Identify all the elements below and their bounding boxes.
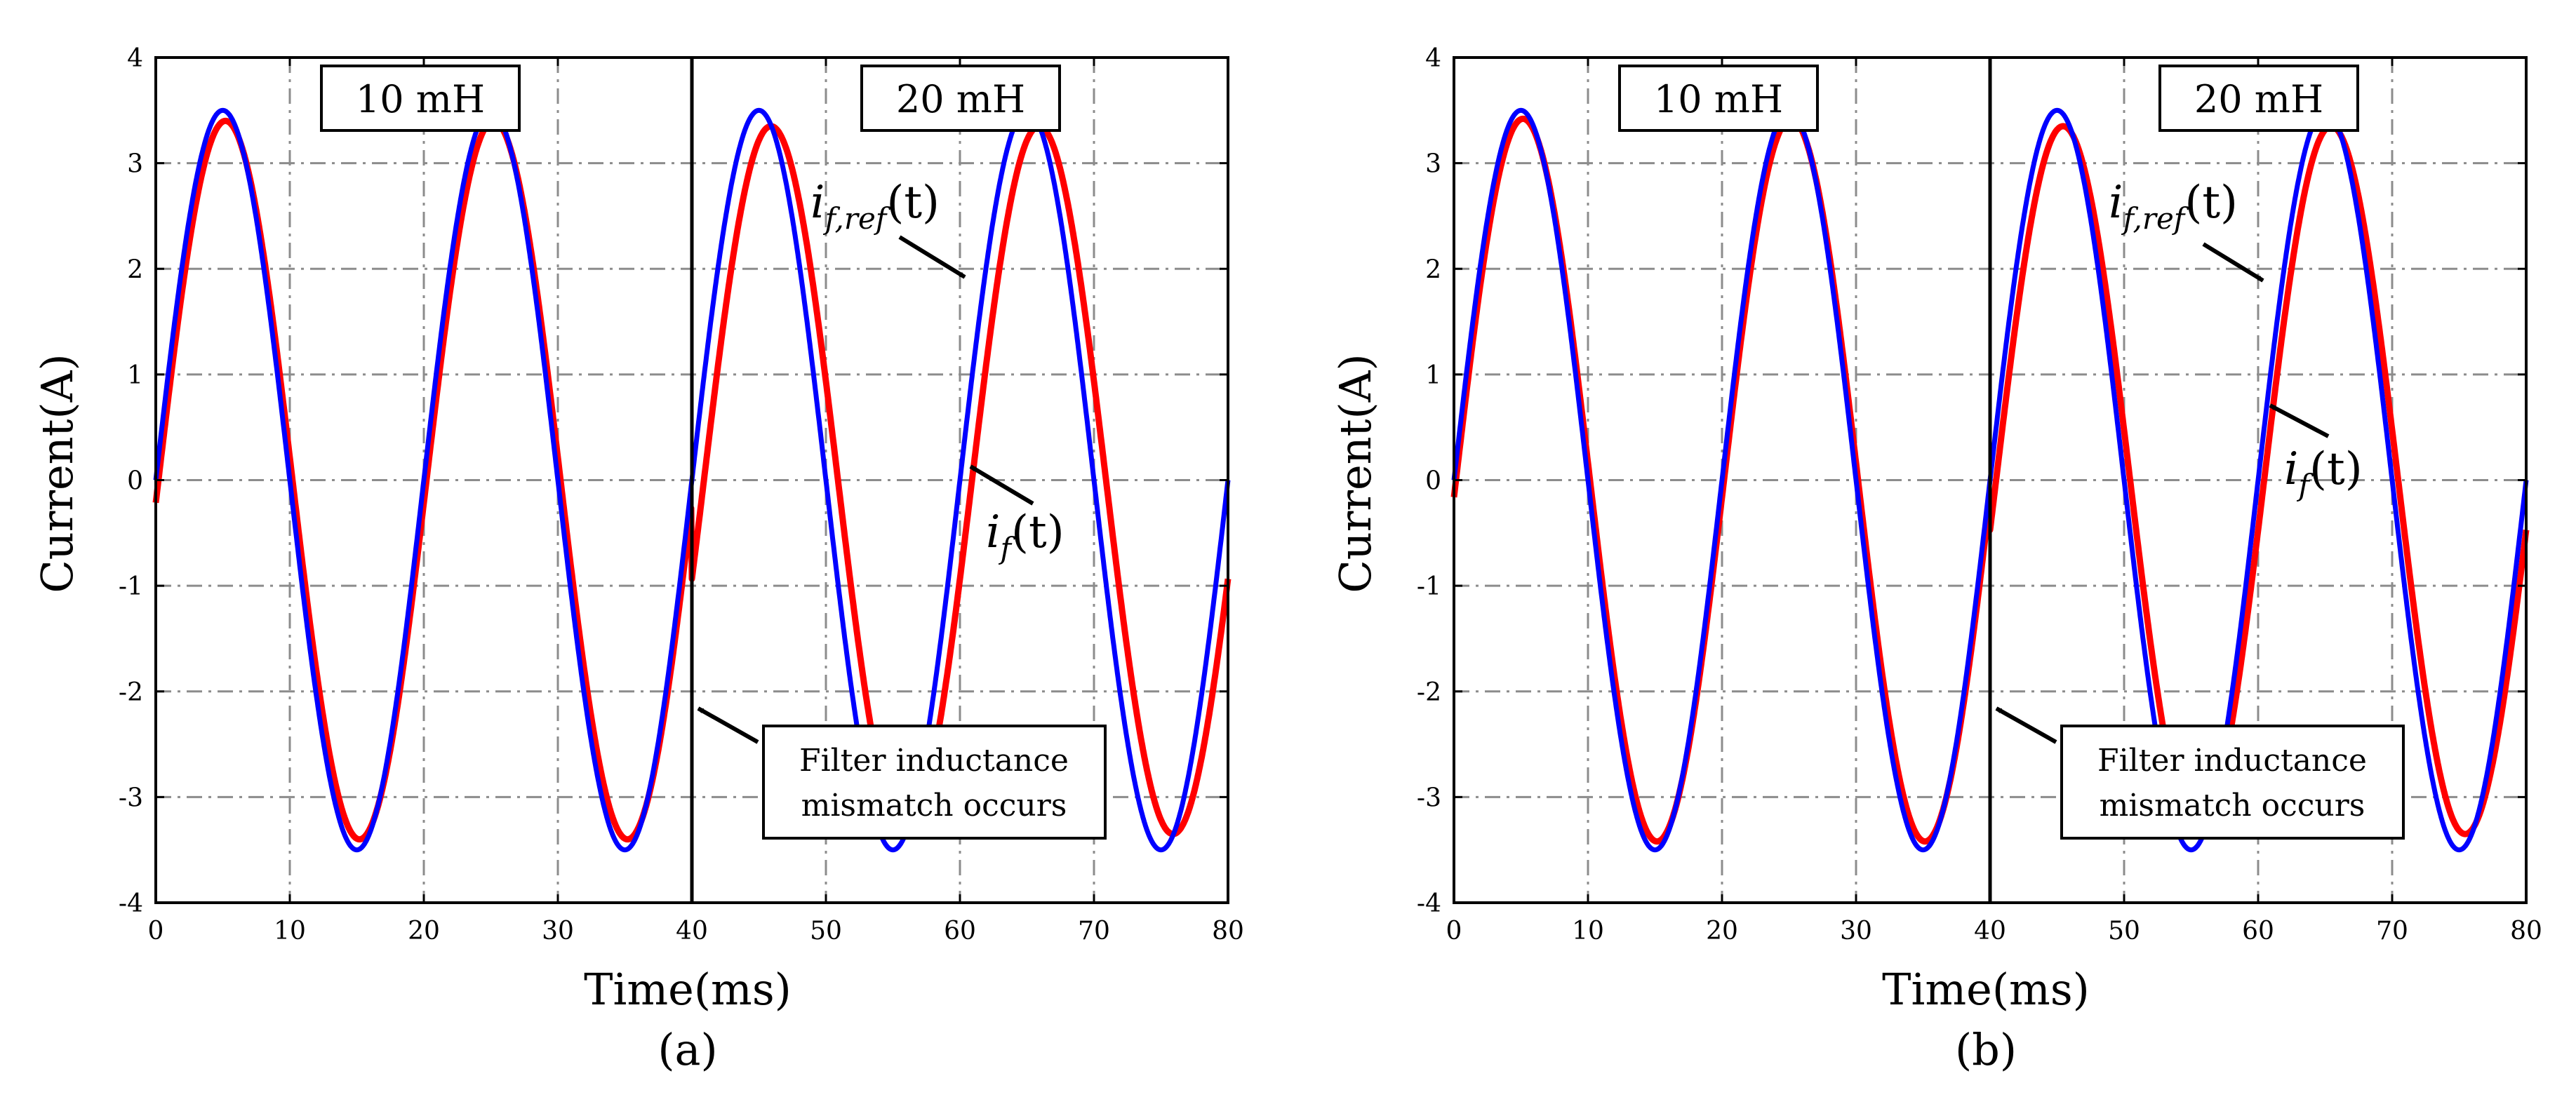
ref-label-sub-b: f,ref <box>2121 201 2189 236</box>
chart-panel-b: -4 -3 -2 -1 0 1 2 3 4 0 10 20 30 40 50 60 70 80 Time(ms)… <box>1330 44 2542 1075</box>
event-note-line2-a: mismatch occurs <box>801 788 1067 823</box>
event-note-line1-b: Filter inductance <box>2097 743 2367 779</box>
x-tick-label: 50 <box>810 917 842 945</box>
y-tick-label: 3 <box>127 150 143 179</box>
region-label-10mh-text-a: 10 mH <box>356 77 485 121</box>
y-tick-label: 0 <box>1425 467 1441 496</box>
y-tick-label: -4 <box>119 889 143 918</box>
meas-arrow-a <box>969 464 1034 506</box>
x-tick-label: 10 <box>1572 917 1604 945</box>
ref-arrow-a <box>898 235 966 279</box>
region-label-20mh-a: 20 mH <box>860 65 1061 132</box>
y-tick-label: -2 <box>1417 678 1441 707</box>
region-label-10mh-text-b: 10 mH <box>1654 77 1783 121</box>
x-tick-label: 50 <box>2108 917 2140 945</box>
region-label-10mh-b: 10 mH <box>1618 65 1819 132</box>
y-tick-label: -1 <box>119 572 143 601</box>
y-tick-label: -1 <box>1417 572 1441 601</box>
x-tick-label: 40 <box>1974 917 2006 945</box>
y-tick-label: -2 <box>119 678 143 707</box>
event-arrow-b <box>1995 706 2057 744</box>
x-tick-label: 60 <box>944 917 976 945</box>
ref-arrow-b <box>2202 242 2264 283</box>
reference-label-b: if,ref(t) <box>2109 177 2264 283</box>
region-label-20mh-b: 20 mH <box>2158 65 2359 132</box>
ref-label-sub-a: f,ref <box>822 201 890 236</box>
x-tick-label: 30 <box>542 917 574 945</box>
event-annotation-b: Filter inductance mismatch occurs <box>1995 706 2405 840</box>
reference-label-a: if,ref(t) <box>810 177 966 279</box>
x-ticks-b: 0 10 20 30 40 50 60 70 80 <box>1446 58 2542 945</box>
ref-label-suffix-a: (t) <box>886 177 940 229</box>
meas-label-suffix-a: (t) <box>1011 506 1065 558</box>
x-tick-label: 30 <box>1840 917 1872 945</box>
measured-label-b: if(t) <box>2269 403 2363 502</box>
svg-text:if(t): if(t) <box>2284 443 2363 502</box>
x-ticks-a: 0 10 20 30 40 50 60 70 80 <box>148 58 1244 945</box>
x-tick-label: 10 <box>274 917 306 945</box>
meas-label-suffix-b: (t) <box>2309 443 2363 495</box>
event-note-line2-b: mismatch occurs <box>2100 788 2365 823</box>
region-label-10mh-a: 10 mH <box>320 65 521 132</box>
ref-label-base-a: i <box>810 177 825 229</box>
x-tick-label: 20 <box>1706 917 1738 945</box>
event-annotation-a: Filter inductance mismatch occurs <box>697 706 1107 840</box>
region-label-20mh-text-b: 20 mH <box>2194 77 2323 121</box>
y-tick-label: 4 <box>1425 44 1441 73</box>
y-ticks-a: -4 -3 -2 -1 0 1 2 3 4 <box>119 44 1228 918</box>
meas-label-base-b: i <box>2284 443 2298 495</box>
x-tick-label: 20 <box>408 917 440 945</box>
svg-text:if(t): if(t) <box>986 506 1065 565</box>
x-axis-label-a: Time(ms) <box>584 964 792 1015</box>
y-axis-label-b: Current(A) <box>1330 354 1381 593</box>
x-tick-label: 80 <box>2510 917 2542 945</box>
measured-label-a: if(t) <box>969 464 1065 565</box>
x-tick-label: 0 <box>148 917 164 945</box>
x-tick-label: 80 <box>1212 917 1244 945</box>
panel-label-b: (b) <box>1955 1024 2017 1075</box>
y-tick-label: 4 <box>127 44 143 73</box>
meas-arrow-b <box>2269 403 2330 438</box>
panel-label-a: (a) <box>658 1024 717 1075</box>
svg-text:if,ref(t): if,ref(t) <box>810 177 940 236</box>
x-tick-label: 70 <box>2376 917 2408 945</box>
y-axis-label-a: Current(A) <box>32 354 83 593</box>
ref-label-suffix-b: (t) <box>2184 177 2238 229</box>
meas-label-base-a: i <box>986 506 1000 558</box>
event-note-line1-a: Filter inductance <box>799 743 1069 779</box>
x-tick-label: 60 <box>2242 917 2274 945</box>
y-tick-label: 1 <box>127 361 143 390</box>
x-axis-label-b: Time(ms) <box>1882 964 2090 1015</box>
y-tick-label: 2 <box>127 255 143 284</box>
x-tick-label: 70 <box>1078 917 1110 945</box>
y-tick-label: 1 <box>1425 361 1441 390</box>
y-ticks-b: -4 -3 -2 -1 0 1 2 3 4 <box>1417 44 2526 918</box>
x-tick-label: 0 <box>1446 917 1462 945</box>
y-tick-label: -3 <box>1417 783 1441 812</box>
svg-text:if,ref(t): if,ref(t) <box>2109 177 2238 236</box>
x-tick-label: 40 <box>676 917 708 945</box>
chart-panel-a: -4 -3 -2 -1 0 1 2 3 4 0 10 20 30 40 50 60 70 80 Time(ms)… <box>32 44 1244 1075</box>
y-tick-label: 2 <box>1425 255 1441 284</box>
ref-label-base-b: i <box>2109 177 2123 229</box>
region-label-20mh-text-a: 20 mH <box>896 77 1025 121</box>
y-tick-label: 3 <box>1425 150 1441 179</box>
y-tick-label: -3 <box>119 783 143 812</box>
y-tick-label: -4 <box>1417 889 1441 918</box>
y-tick-label: 0 <box>127 467 143 496</box>
event-arrow-a <box>697 706 759 744</box>
